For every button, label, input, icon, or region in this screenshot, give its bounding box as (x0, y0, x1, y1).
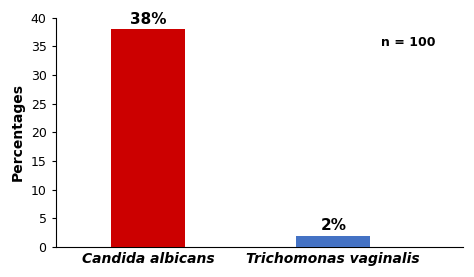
Text: 2%: 2% (320, 218, 346, 233)
Bar (296, 235, 370, 247)
Y-axis label: Percentages: Percentages (11, 83, 25, 181)
Text: 38%: 38% (130, 12, 166, 27)
Text: n = 100: n = 100 (382, 36, 436, 49)
Bar (111, 29, 185, 247)
